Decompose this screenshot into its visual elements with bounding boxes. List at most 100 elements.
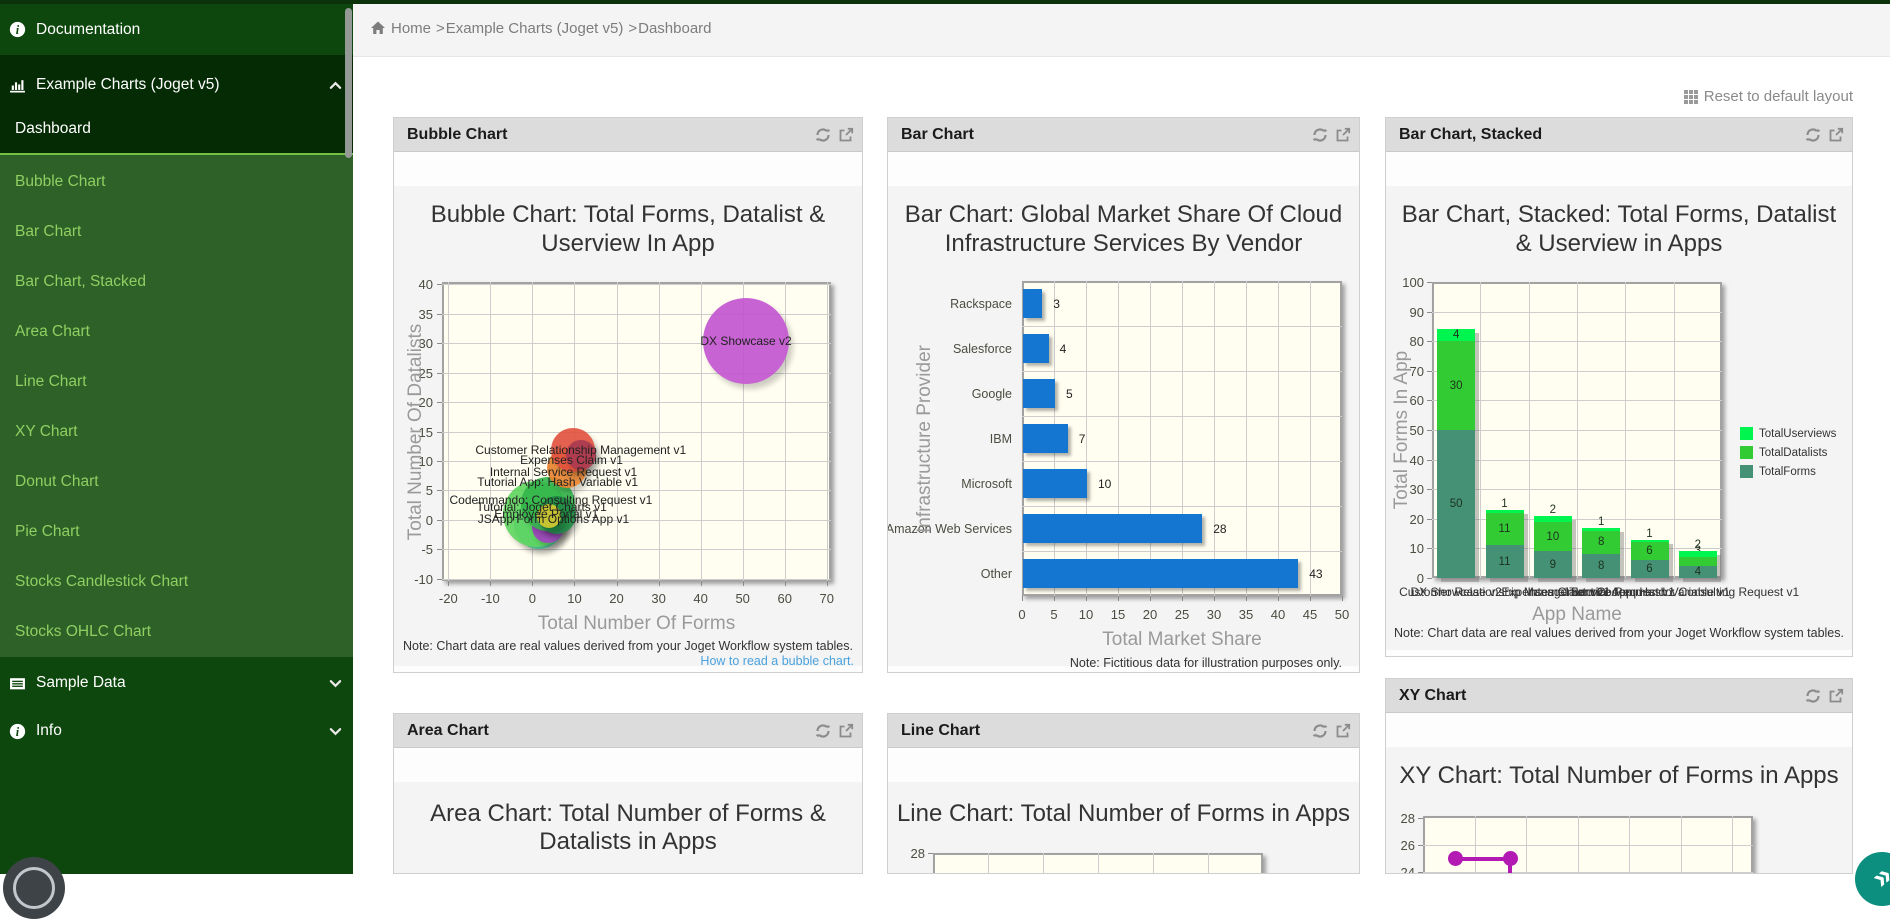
line-chart-canvas: Line Chart: Total Number of Forms in App… [888,782,1359,874]
popout-icon[interactable] [1335,127,1351,143]
gridline [442,579,831,580]
breadcrumb-item-dashboard[interactable]: Dashboard [638,20,711,37]
sidebar-item-bubble-chart[interactable]: Bubble Chart [0,157,353,207]
x-axis-title: Total Market Share [1102,629,1261,651]
tick-mark [437,314,442,315]
tick-mark [1427,312,1432,313]
popout-icon[interactable] [1335,723,1351,739]
x-tick-label: 60 [765,591,805,606]
bar-value-label: 10 [1098,477,1111,491]
sidebar-item-label: Documentation [36,21,140,39]
breadcrumb-item-home[interactable]: Home [391,20,431,37]
xy-line-segment [1455,857,1510,861]
sidebar-item-donut-chart[interactable]: Donut Chart [0,457,353,507]
sidebar-item-area-chart[interactable]: Area Chart [0,307,353,357]
segment-value-label: 9 [1550,559,1556,571]
top-border-strip [0,0,1890,4]
x-axis-title: Total Number Of Forms [538,613,735,635]
y-tick-label: 28 [1386,811,1415,826]
home-icon [370,20,386,36]
segment-value-label: 1 [1598,516,1604,528]
sidebar-item-stocks-ohlc-chart[interactable]: Stocks OHLC Chart [0,607,353,657]
tick-mark [1427,341,1432,342]
sidebar-item-label: Info [36,722,62,740]
sidebar-item-bar-chart-stacked[interactable]: Bar Chart, Stacked [0,257,353,307]
legend-swatch [1740,446,1753,459]
chart-title: Area Chart: Total Number of Forms &Datal… [394,800,862,856]
main-content: Home >Example Charts (Joget v5) >Dashboa… [353,0,1890,874]
refresh-icon[interactable] [1805,688,1821,704]
info-icon: i [9,21,26,38]
x-tick-label: -10 [470,591,510,606]
tick-mark [437,520,442,521]
sidebar-item-stocks-candlestick-chart[interactable]: Stocks Candlestick Chart [0,557,353,607]
popout-icon[interactable] [1828,688,1844,704]
segment-TotalUserviews [1486,510,1524,513]
bar-value-label: 7 [1079,432,1086,446]
breadcrumb-separator: > [436,20,445,37]
refresh-icon[interactable] [815,127,831,143]
segment-value-label: 50 [1450,498,1463,510]
sidebar-item-documentation[interactable]: i Documentation [0,4,353,55]
sidebar-submenu: Bubble Chart Bar Chart Bar Chart, Stacke… [0,155,353,657]
sidebar-item-xy-chart[interactable]: XY Chart [0,407,353,457]
x-tick-label: 10 [1071,607,1101,622]
refresh-icon[interactable] [1312,127,1328,143]
popout-icon[interactable] [838,723,854,739]
refresh-icon[interactable] [815,723,831,739]
chevron-down-icon [329,677,342,690]
sidebar-item-sample-data[interactable]: Sample Data [0,660,353,706]
sidebar-item-line-chart[interactable]: Line Chart [0,357,353,407]
segment-value-label: 1 [1646,528,1652,540]
area-chart-canvas: Area Chart: Total Number of Forms &Datal… [394,782,862,874]
sidebar-item-info[interactable]: i Info [0,708,353,754]
x-tick-label: 0 [1007,607,1037,622]
y-tick-label: -5 [397,542,433,557]
segment-value-label: 6 [1646,563,1652,575]
chart-title: XY Chart: Total Number of Forms in Apps [1386,761,1852,790]
gridline [442,402,831,403]
y-tick-label: 26 [1386,838,1415,853]
sidebar: i Documentation Example Charts (Joget v5… [0,0,353,874]
tick-mark [437,432,442,433]
how-to-read-link[interactable]: How to read a bubble chart. [700,654,854,668]
refresh-icon[interactable] [1805,127,1821,143]
sidebar-item-pie-chart[interactable]: Pie Chart [0,507,353,557]
bar-value-label: 43 [1309,567,1322,581]
legend-label: TotalForms [1759,466,1816,478]
gridline [1022,506,1342,507]
segment-value-label: 4 [1695,566,1701,578]
breadcrumb-item-example-charts[interactable]: Example Charts (Joget v5) [446,20,624,37]
y-tick-label: 10 [1388,541,1424,556]
sidebar-scrollbar-thumb[interactable] [345,8,352,158]
tick-mark [1427,400,1432,401]
y-tick-label: 20 [1388,512,1424,527]
tick-mark [437,461,442,462]
sidebar-item-dashboard[interactable]: Dashboard [0,107,353,151]
popout-icon[interactable] [838,127,854,143]
gridline [1086,281,1087,596]
tick-mark [827,581,828,586]
reset-default-layout-button[interactable]: Reset to default layout [1684,88,1853,105]
sidebar-item-example-charts[interactable]: Example Charts (Joget v5) [0,63,353,107]
tick-mark [437,549,442,550]
tick-mark [1246,596,1247,601]
sidebar-item-bar-chart[interactable]: Bar Chart [0,207,353,257]
tick-mark [1427,460,1432,461]
tick-mark [437,373,442,374]
bottom-left-floating-button[interactable] [3,857,65,919]
segment-value-label: 2 [1550,504,1556,516]
bar-value-label: 28 [1213,522,1226,536]
refresh-icon[interactable] [1312,723,1328,739]
popout-icon[interactable] [1828,127,1844,143]
sidebar-item-label: Example Charts (Joget v5) [36,76,220,94]
gridline [1022,326,1342,327]
category-label: Codemmando: Consulting Request v1 [1596,585,1799,599]
svg-text:i: i [16,724,20,738]
segment-TotalUserviews [1534,516,1572,522]
x-tick-label: 40 [1263,607,1293,622]
y-axis-title: Total Forms In App [1391,351,1413,509]
bubble-label: Tutorial App: Hash Variable v1 [477,475,638,489]
tick-mark [437,284,442,285]
